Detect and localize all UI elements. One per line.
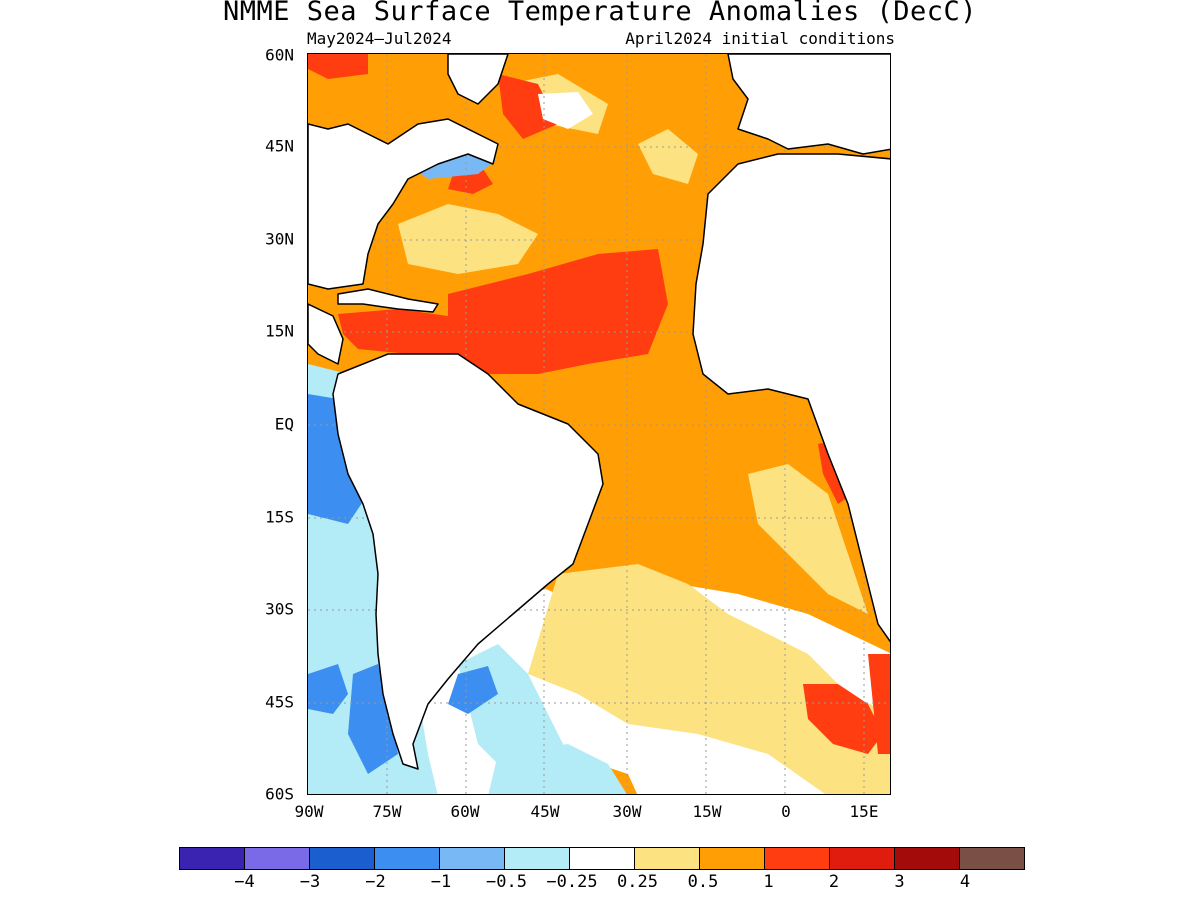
africa (692, 153, 890, 643)
legend-label-10: 3 (894, 872, 905, 892)
legend-label-9: 2 (828, 872, 840, 892)
lon-label-30w: 30W (612, 802, 642, 821)
legend-swatch-0 (180, 848, 245, 869)
legend-swatch-8 (700, 848, 765, 869)
legend-label-4: −0.5 (486, 872, 527, 892)
lon-label-60w: 60W (450, 802, 480, 821)
color-legend-bar (179, 847, 1025, 870)
south-america (332, 353, 604, 770)
lat-label-15s: 15S (265, 507, 294, 527)
lat-label-15n: 15N (265, 321, 294, 341)
chart-title: NMME Sea Surface Temperature Anomalies (… (223, 0, 977, 27)
legend-swatch-6 (570, 848, 635, 869)
land-masses (308, 54, 890, 770)
lat-label-30n: 30N (265, 229, 294, 249)
initial-conditions: April2024 initial conditions (625, 29, 895, 48)
legend-swatch-10 (830, 848, 895, 869)
forecast-period: May2024–Jul2024 (307, 29, 452, 48)
europe (727, 54, 890, 155)
legend-label-7: 0.5 (687, 872, 719, 892)
legend-label-3: −1 (430, 872, 452, 892)
lat-label-45n: 45N (265, 136, 294, 156)
legend-label-8: 1 (763, 872, 774, 892)
lat-label-45s: 45S (265, 692, 294, 712)
anomaly-map (307, 53, 891, 795)
legend-swatch-7 (635, 848, 700, 869)
lat-label-30s: 30S (265, 599, 294, 619)
caribbean-islands (337, 288, 439, 313)
lat-label-60n: 60N (265, 45, 294, 65)
legend-swatch-11 (895, 848, 960, 869)
lat-label-eq: EQ (274, 414, 294, 434)
lon-label-15w: 15W (692, 802, 722, 821)
legend-label-2: −2 (365, 872, 386, 892)
labrador (447, 54, 509, 105)
lon-label-0: 0 (781, 802, 791, 821)
legend-swatch-1 (245, 848, 310, 869)
legend-label-0: −4 (234, 872, 255, 892)
legend-swatch-12 (960, 848, 1024, 869)
legend-label-1: −3 (299, 872, 321, 892)
lat-label-60s: 60S (265, 784, 294, 804)
legend-swatch-9 (765, 848, 830, 869)
lon-label-45w: 45W (530, 802, 560, 821)
legend-swatch-5 (505, 848, 570, 869)
legend-label-6: 0.25 (617, 872, 658, 892)
legend-label-11: 4 (959, 872, 971, 892)
north-america (308, 118, 499, 290)
lon-label-15e: 15E (849, 802, 879, 821)
legend-label-5: −0.25 (546, 872, 598, 892)
legend-swatch-4 (440, 848, 505, 869)
lon-label-90w: 90W (294, 802, 324, 821)
lon-label-75w: 75W (372, 802, 402, 821)
legend-swatch-3 (375, 848, 440, 869)
legend-swatch-2 (310, 848, 375, 869)
central-america (308, 303, 344, 365)
